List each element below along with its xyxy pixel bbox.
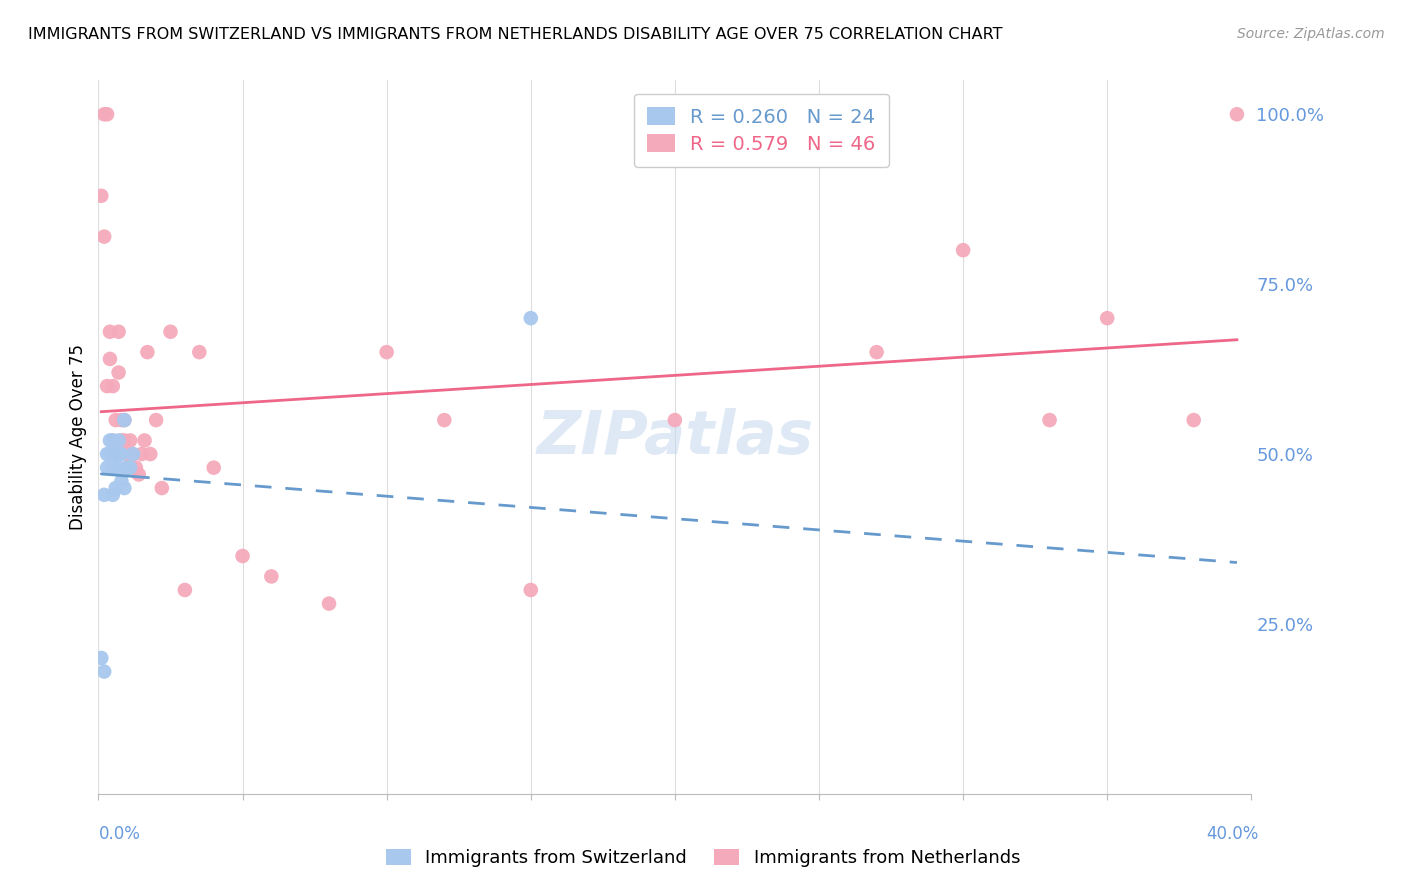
Point — [96, 379, 118, 393]
Point — [104, 481, 127, 495]
Point — [93, 229, 115, 244]
Point — [96, 107, 118, 121]
Point — [104, 413, 127, 427]
Point — [150, 481, 173, 495]
Point — [375, 345, 398, 359]
Point — [112, 434, 135, 448]
Point — [93, 665, 115, 679]
Point — [145, 413, 167, 427]
Point — [112, 413, 135, 427]
Legend: Immigrants from Switzerland, Immigrants from Netherlands: Immigrants from Switzerland, Immigrants … — [378, 841, 1028, 874]
Point — [131, 447, 153, 461]
Point — [104, 447, 127, 461]
Point — [134, 434, 156, 448]
Text: ZIPatlas: ZIPatlas — [536, 408, 814, 467]
Point — [110, 413, 132, 427]
Point — [107, 447, 129, 461]
Point — [112, 481, 135, 495]
Point — [433, 413, 456, 427]
Text: Source: ZipAtlas.com: Source: ZipAtlas.com — [1237, 27, 1385, 41]
Point — [128, 467, 150, 482]
Point — [96, 460, 118, 475]
Legend: R = 0.260   N = 24, R = 0.579   N = 46: R = 0.260 N = 24, R = 0.579 N = 46 — [634, 94, 889, 168]
Point — [107, 325, 129, 339]
Point — [107, 434, 129, 448]
Point — [117, 447, 139, 461]
Point — [664, 413, 686, 427]
Point — [101, 434, 124, 448]
Point — [110, 434, 132, 448]
Point — [520, 582, 543, 597]
Point — [125, 460, 148, 475]
Point — [90, 651, 112, 665]
Point — [202, 460, 225, 475]
Point — [98, 434, 121, 448]
Point — [231, 549, 254, 563]
Text: 0.0%: 0.0% — [98, 825, 141, 843]
Point — [188, 345, 211, 359]
Point — [101, 379, 124, 393]
Point — [122, 447, 145, 461]
Point — [110, 447, 132, 461]
Point — [122, 447, 145, 461]
Point — [520, 311, 543, 326]
Point — [117, 460, 139, 475]
Point — [107, 460, 129, 475]
Point — [260, 569, 283, 583]
Point — [101, 434, 124, 448]
Point — [136, 345, 159, 359]
Text: IMMIGRANTS FROM SWITZERLAND VS IMMIGRANTS FROM NETHERLANDS DISABILITY AGE OVER 7: IMMIGRANTS FROM SWITZERLAND VS IMMIGRANT… — [28, 27, 1002, 42]
Point — [1038, 413, 1062, 427]
Point — [174, 582, 197, 597]
Point — [104, 447, 127, 461]
Point — [318, 597, 340, 611]
Point — [1226, 107, 1249, 121]
Text: 40.0%: 40.0% — [1206, 825, 1258, 843]
Point — [98, 325, 121, 339]
Point — [110, 475, 132, 489]
Point — [117, 460, 139, 475]
Point — [93, 488, 115, 502]
Y-axis label: Disability Age Over 75: Disability Age Over 75 — [69, 344, 87, 530]
Point — [112, 413, 135, 427]
Point — [1182, 413, 1205, 427]
Point — [1097, 311, 1119, 326]
Point — [98, 447, 121, 461]
Point — [866, 345, 889, 359]
Point — [101, 460, 124, 475]
Point — [90, 189, 112, 203]
Point — [107, 366, 129, 380]
Point — [139, 447, 162, 461]
Point — [159, 325, 181, 339]
Point — [101, 488, 124, 502]
Point — [96, 447, 118, 461]
Point — [93, 107, 115, 121]
Point — [98, 351, 121, 366]
Point — [120, 434, 142, 448]
Point — [120, 460, 142, 475]
Point — [952, 243, 974, 257]
